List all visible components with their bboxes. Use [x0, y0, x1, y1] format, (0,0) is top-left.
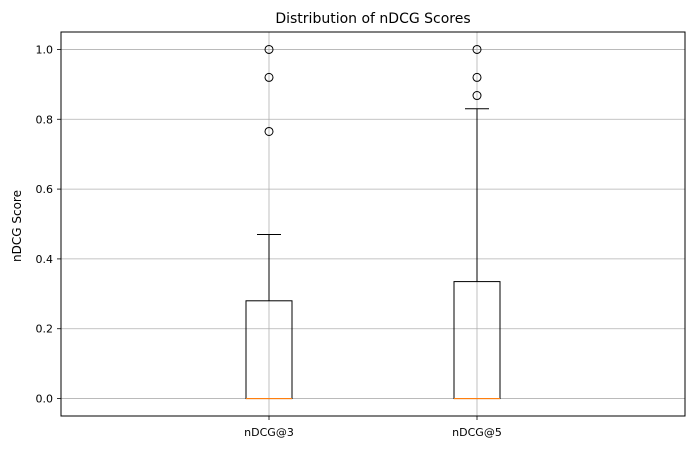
axes: 0.0 0.2 0.4 0.6 0.8 1.0 nDCG@3 nDCG@5 [36, 31, 686, 439]
y-axis-label: nDCG Score [10, 190, 24, 262]
box-series [245, 44, 501, 400]
y-tick-label: 0.4 [36, 253, 54, 266]
outlier-point [472, 44, 482, 54]
outlier-point [264, 126, 274, 136]
outlier-point [472, 91, 482, 101]
outlier-point [264, 72, 274, 82]
chart-title: Distribution of nDCG Scores [275, 11, 470, 27]
y-tick-label: 0.8 [36, 113, 54, 126]
box-1 [245, 44, 293, 400]
y-tick-label: 0.2 [36, 323, 54, 336]
x-tick-label: nDCG@3 [244, 426, 294, 439]
box-2 [453, 44, 501, 400]
y-tick-label: 0.0 [36, 393, 54, 406]
plot-frame [60, 31, 686, 417]
outlier-point [472, 72, 482, 82]
y-tick-label: 1.0 [36, 43, 54, 56]
grid-lines [61, 32, 685, 416]
outlier-point [264, 44, 274, 54]
x-tick-label: nDCG@5 [452, 426, 502, 439]
y-tick-label: 0.6 [36, 183, 54, 196]
